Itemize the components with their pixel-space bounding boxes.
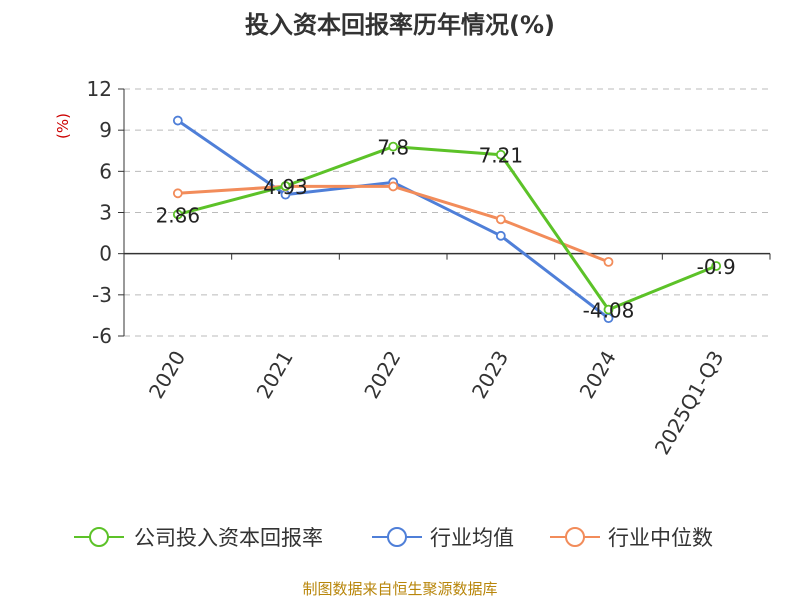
data-point[interactable]: [172, 188, 183, 199]
axes: 12 9 6 3 0 -3 -6 2020 2021 2022 2023 2024 2025Q1-Q3: [87, 77, 771, 459]
x-tick-label: 2024: [575, 347, 621, 403]
data-point[interactable]: [495, 214, 506, 225]
data-label: -0.9: [697, 255, 736, 279]
data-label: -4.08: [583, 299, 635, 323]
data-point[interactable]: [603, 256, 614, 267]
legend[interactable]: 公司投入资本回报率 行业均值 行业中位数: [74, 526, 713, 550]
legend-marker: [89, 527, 109, 547]
data-point[interactable]: [711, 261, 722, 271]
y-tick-label: 3: [99, 201, 112, 225]
data-label: 7.21: [479, 144, 524, 168]
legend-label: 行业中位数: [608, 526, 713, 550]
series-line: [177, 145, 717, 312]
legend-label: 行业均值: [430, 526, 514, 550]
y-tick-label: 0: [99, 242, 112, 266]
data-point[interactable]: [280, 181, 291, 191]
x-tick-label: 2025Q1-Q3: [650, 347, 729, 459]
x-tick-label: 2021: [252, 347, 298, 403]
series-lines: [172, 115, 722, 324]
chart-title: 投入资本回报率历年情况(%): [245, 11, 555, 39]
data-label: 7.8: [377, 136, 409, 160]
data-point[interactable]: [172, 115, 183, 126]
legend-marker: [565, 527, 585, 547]
y-axis-unit-label: (%): [54, 113, 72, 139]
y-tick-label: 12: [87, 77, 112, 101]
y-tick-label: -6: [92, 324, 112, 348]
source-text: 制图数据来自恒生聚源数据库: [302, 580, 497, 598]
x-tick-label: 2020: [144, 347, 190, 403]
legend-label: 公司投入资本回报率: [134, 526, 323, 550]
series-0: [172, 141, 722, 315]
y-tick-label: -3: [92, 283, 112, 307]
y-tick-label: 6: [99, 159, 112, 183]
x-tick-label: 2022: [359, 347, 405, 403]
data-labels: 2.86 4.93 7.8 7.21 -4.08 -0.9: [156, 136, 736, 323]
data-point[interactable]: [495, 149, 506, 160]
x-tick-label: 2023: [467, 347, 513, 403]
data-point[interactable]: [603, 304, 614, 315]
data-label: 2.86: [156, 203, 201, 227]
legend-marker: [387, 527, 407, 547]
data-point[interactable]: [388, 181, 399, 192]
legend-item[interactable]: 公司投入资本回报率: [74, 526, 323, 550]
legend-item[interactable]: 行业中位数: [550, 526, 713, 550]
data-point[interactable]: [388, 141, 399, 152]
data-point[interactable]: [495, 230, 506, 241]
legend-item[interactable]: 行业均值: [372, 526, 514, 550]
data-label: 4.93: [263, 175, 308, 199]
grid-lines: [124, 88, 770, 337]
y-tick-label: 9: [99, 118, 112, 142]
data-point[interactable]: [172, 209, 183, 220]
